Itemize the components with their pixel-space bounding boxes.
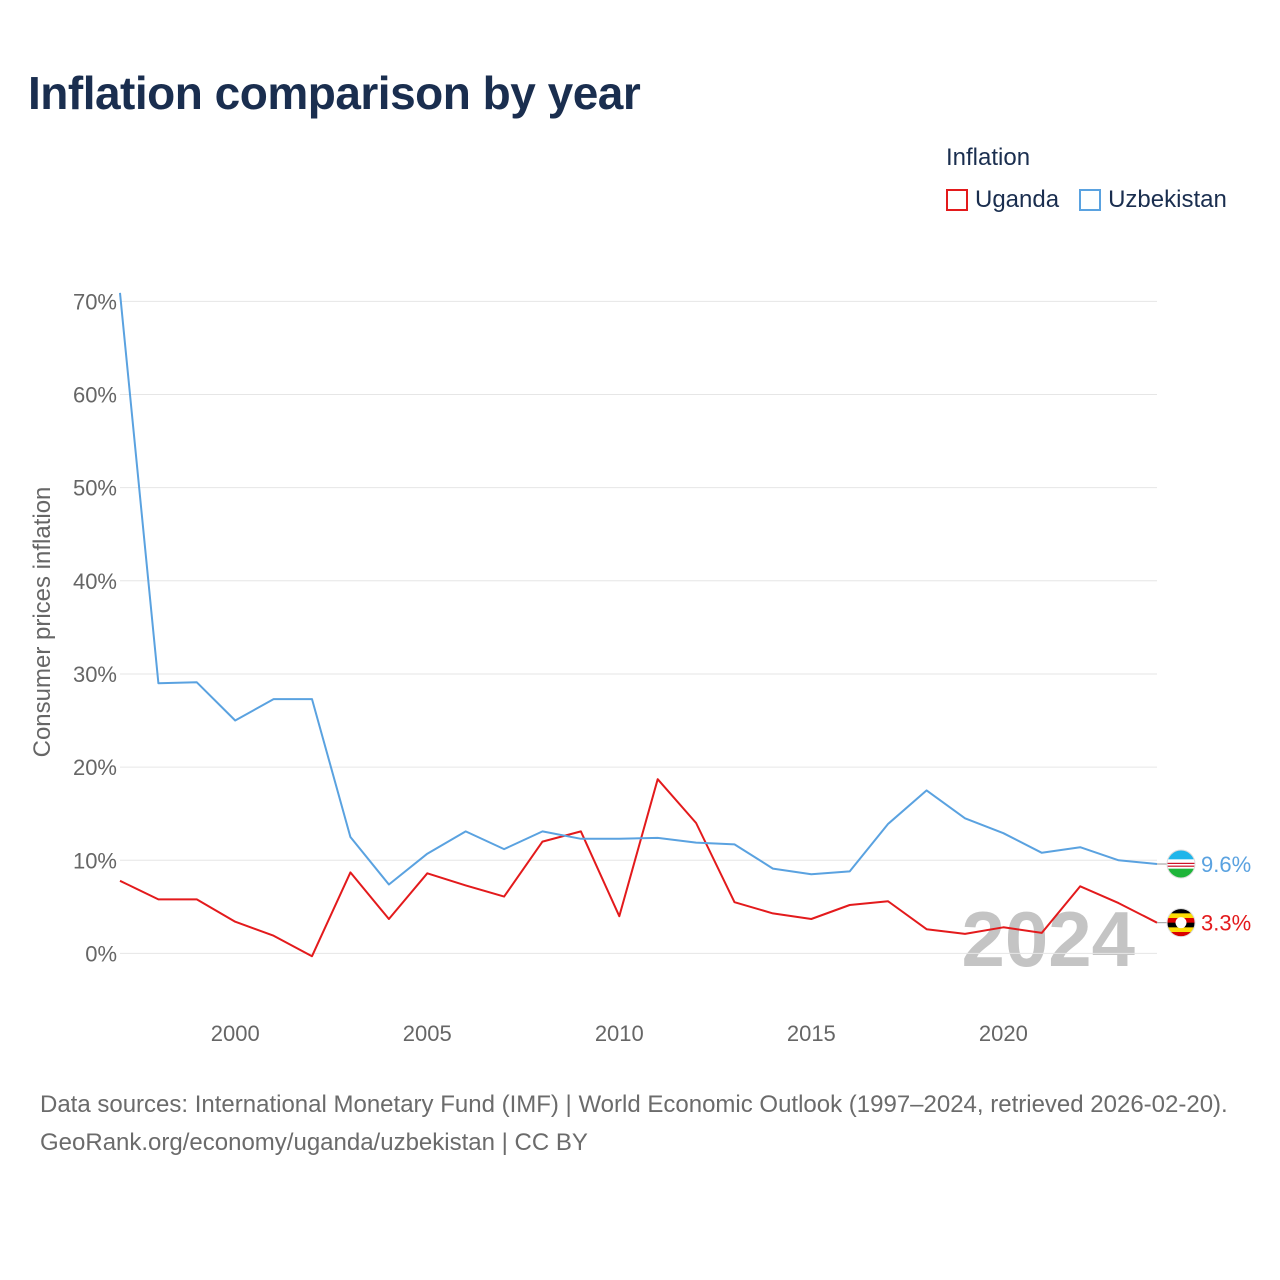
y-tick-label-40: 40% <box>73 569 117 594</box>
uzbekistan-flag-icon <box>1166 849 1196 879</box>
x-tick-label-2020: 2020 <box>979 1021 1028 1046</box>
uganda-flag-icon <box>1166 908 1196 938</box>
y-tick-label-20: 20% <box>73 755 117 780</box>
y-tick-label-70: 70% <box>73 289 117 314</box>
y-tick-label-0: 0% <box>85 941 117 966</box>
y-tick-label-10: 10% <box>73 848 117 873</box>
series-line-uzbekistan <box>119 292 1158 886</box>
legend-swatch-uzbekistan <box>1079 189 1102 211</box>
legend-label-uzbekistan: Uzbekistan <box>1108 186 1227 213</box>
data-sources-note: Data sources: International Monetary Fun… <box>40 1091 1228 1118</box>
legend-item-uganda[interactable]: Uganda <box>946 186 1059 214</box>
legend: Uganda Uzbekistan <box>946 186 1227 214</box>
y-tick-label-30: 30% <box>73 662 117 687</box>
end-value-label-uzbekistan: 9.6% <box>1201 852 1251 877</box>
y-tick-label-60: 60% <box>73 382 117 407</box>
series-line-uganda <box>119 778 1158 958</box>
line-chart: 2024 0% 10% 20% 30% 40% 50% 60% 70% 2000 2005 2010 2… <box>29 289 1251 1046</box>
legend-label-uganda: Uganda <box>975 186 1060 213</box>
end-value-label-uganda: 3.3% <box>1201 911 1251 936</box>
footer: Data sources: International Monetary Fun… <box>40 1086 1250 1162</box>
year-watermark: 2024 <box>961 895 1135 983</box>
legend-title: Inflation <box>946 144 1031 171</box>
x-tick-label-2000: 2000 <box>211 1021 260 1046</box>
legend-item-uzbekistan[interactable]: Uzbekistan <box>1079 186 1227 214</box>
y-tick-label-50: 50% <box>73 476 117 501</box>
x-tick-label-2005: 2005 <box>403 1021 452 1046</box>
credit-line: GeoRank.org/economy/uganda/uzbekistan | … <box>40 1129 588 1156</box>
legend-swatch-uganda <box>946 189 968 211</box>
y-axis-label: Consumer prices inflation <box>29 487 56 758</box>
x-tick-label-2015: 2015 <box>787 1021 836 1046</box>
x-tick-label-2010: 2010 <box>595 1021 644 1046</box>
chart-title: Inflation comparison by year <box>28 67 641 119</box>
